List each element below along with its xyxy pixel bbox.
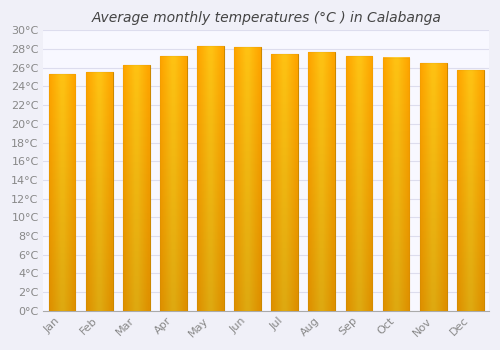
Title: Average monthly temperatures (°C ) in Calabanga: Average monthly temperatures (°C ) in Ca… [91,11,441,25]
Bar [86,72,113,310]
Bar [272,54,298,310]
Bar [123,65,150,310]
Bar [308,52,335,310]
Bar [346,56,372,310]
Bar [234,47,261,310]
Bar [420,63,446,310]
Bar [457,70,483,310]
Bar [382,57,409,310]
Bar [48,74,76,310]
Bar [160,56,186,310]
Bar [197,46,224,310]
